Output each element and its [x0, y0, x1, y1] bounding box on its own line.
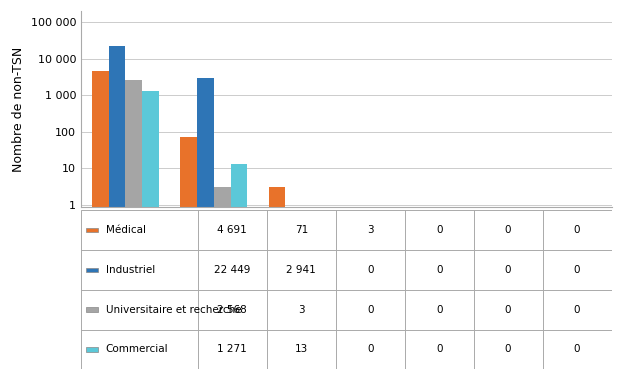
Bar	[180, 137, 197, 373]
Text: 22 449: 22 449	[214, 265, 250, 275]
Text: Universitaire et recherche: Universitaire et recherche	[105, 305, 241, 315]
Text: 2 941: 2 941	[286, 265, 316, 275]
Bar	[213, 188, 230, 373]
Text: 13: 13	[295, 344, 308, 354]
Text: 1 271: 1 271	[217, 344, 247, 354]
Bar	[92, 71, 109, 373]
Text: 0: 0	[436, 305, 442, 315]
Y-axis label: Nombre de non-TSN: Nombre de non-TSN	[12, 46, 25, 172]
Text: 3: 3	[367, 225, 374, 235]
Bar	[142, 91, 159, 373]
Text: Médical: Médical	[105, 225, 145, 235]
Text: 0: 0	[574, 305, 580, 315]
Text: 2 568: 2 568	[217, 305, 247, 315]
Text: 0: 0	[574, 225, 580, 235]
Text: 0: 0	[505, 265, 511, 275]
Bar	[109, 46, 125, 373]
Text: 3: 3	[298, 305, 305, 315]
Text: 0: 0	[505, 344, 511, 354]
FancyBboxPatch shape	[86, 347, 97, 352]
Bar	[197, 78, 213, 373]
Text: 0: 0	[436, 344, 442, 354]
Text: 0: 0	[367, 344, 373, 354]
Bar	[230, 164, 247, 373]
Text: 71: 71	[295, 225, 308, 235]
Text: 0: 0	[367, 265, 373, 275]
FancyBboxPatch shape	[86, 228, 97, 232]
FancyBboxPatch shape	[81, 210, 612, 369]
Text: Industriel: Industriel	[105, 265, 155, 275]
FancyBboxPatch shape	[86, 307, 97, 312]
Text: Commercial: Commercial	[105, 344, 168, 354]
Bar	[125, 80, 142, 373]
Text: 0: 0	[574, 265, 580, 275]
Text: 0: 0	[367, 305, 373, 315]
Bar	[268, 188, 285, 373]
Text: 0: 0	[505, 305, 511, 315]
Text: 0: 0	[436, 265, 442, 275]
Text: 0: 0	[574, 344, 580, 354]
FancyBboxPatch shape	[86, 268, 97, 272]
Text: 0: 0	[505, 225, 511, 235]
Text: 4 691: 4 691	[217, 225, 247, 235]
Text: 0: 0	[436, 225, 442, 235]
